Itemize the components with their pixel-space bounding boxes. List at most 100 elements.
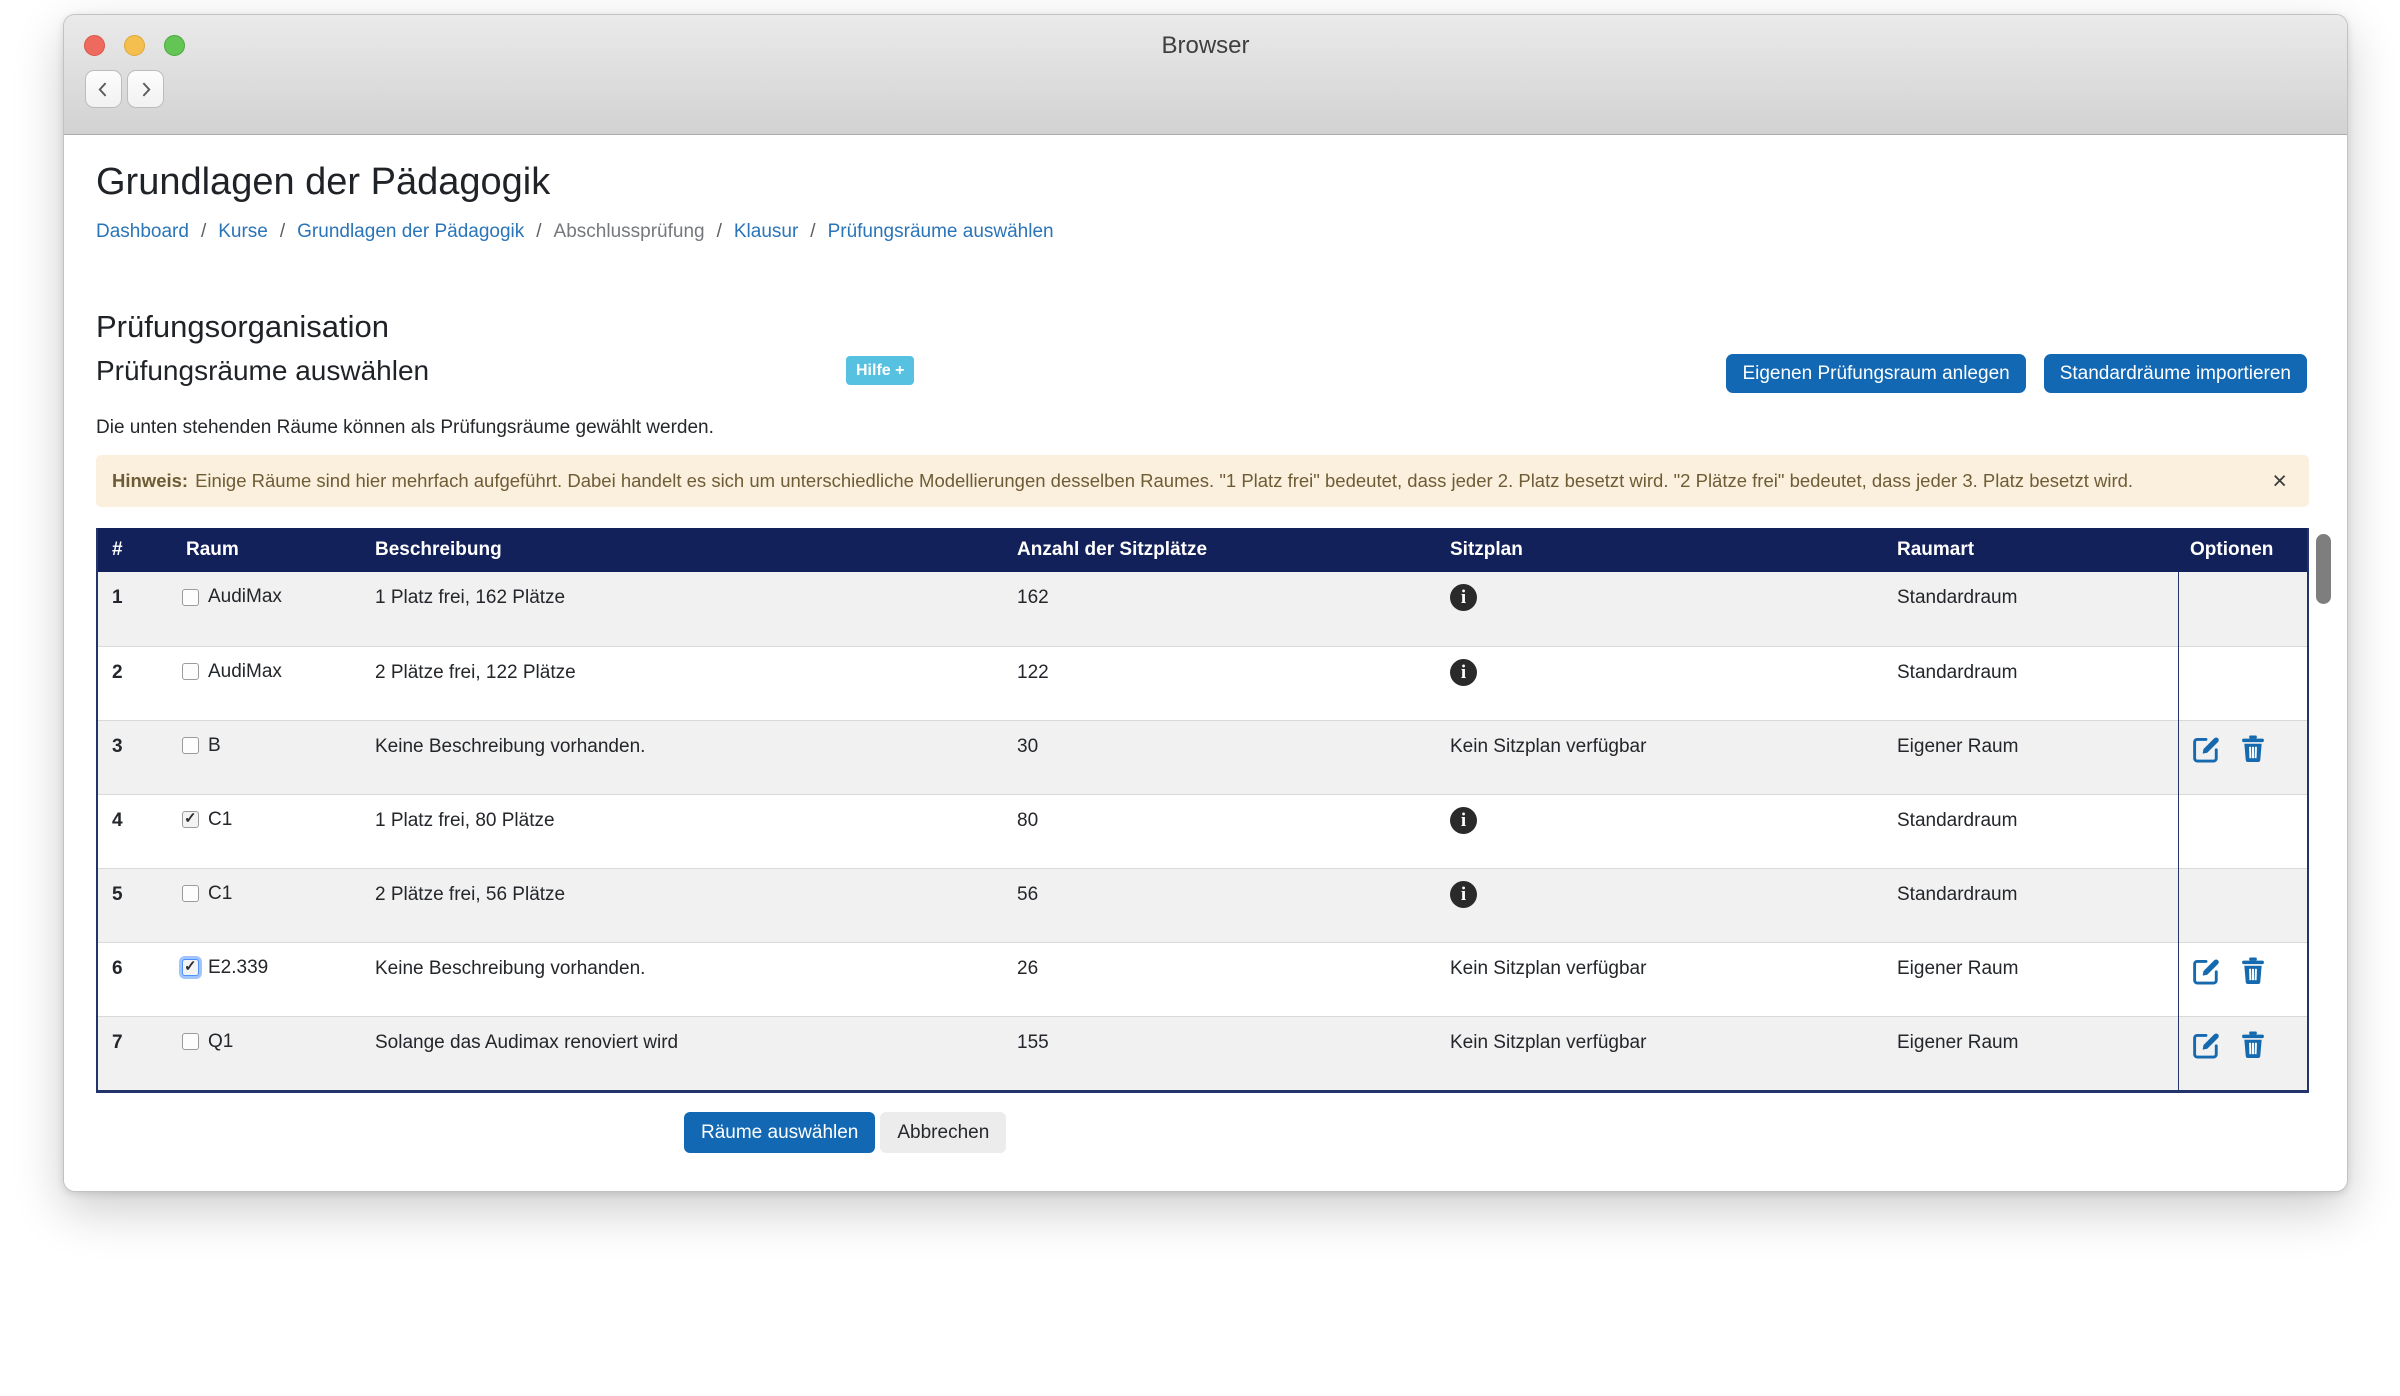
- seatplan-status: Kein Sitzplan verfügbar: [1438, 1015, 1885, 1090]
- room-name: C1: [208, 882, 233, 904]
- room-description: Keine Beschreibung vorhanden.: [363, 719, 1005, 794]
- breadcrumb-link-kurse[interactable]: Kurse: [218, 221, 268, 242]
- delete-room-button[interactable]: [2240, 734, 2266, 764]
- select-rooms-button[interactable]: Räume auswählen: [684, 1112, 876, 1153]
- info-icon[interactable]: [1450, 584, 1477, 611]
- header-optionen: Optionen: [2178, 528, 2307, 572]
- seat-count: 30: [1005, 719, 1438, 794]
- footer-actions: Räume auswählen Abbrechen: [684, 1112, 1007, 1153]
- cancel-button[interactable]: Abbrechen: [880, 1112, 1007, 1153]
- room-type: Standardraum: [1885, 867, 2178, 942]
- seat-count: 80: [1005, 793, 1438, 868]
- seat-count: 162: [1005, 572, 1438, 646]
- room-name: Q1: [208, 1030, 234, 1052]
- close-window-button[interactable]: [84, 35, 105, 56]
- trash-icon: [2241, 956, 2264, 984]
- edit-room-button[interactable]: [2191, 1030, 2221, 1060]
- edit-room-button[interactable]: [2191, 956, 2221, 986]
- page-title: Grundlagen der Pädagogik: [96, 161, 551, 203]
- breadcrumb-link-course[interactable]: Grundlagen der Pädagogik: [297, 221, 525, 242]
- seat-count: 122: [1005, 645, 1438, 720]
- room-name: B: [208, 734, 221, 756]
- room-type: Standardraum: [1885, 793, 2178, 868]
- forward-button[interactable]: [127, 70, 164, 108]
- room-description: Solange das Audimax renoviert wird: [363, 1015, 1005, 1090]
- help-badge[interactable]: Hilfe +: [846, 356, 915, 385]
- close-icon[interactable]: ×: [2272, 466, 2287, 495]
- room-checkbox[interactable]: [182, 957, 199, 976]
- room-type: Standardraum: [1885, 645, 2178, 720]
- room-checkbox[interactable]: [182, 737, 199, 754]
- subsection-title: Prüfungsräume auswählen: [96, 355, 430, 386]
- table-row: 1 AudiMax 1 Platz frei, 162 Plätze 162 S…: [98, 572, 2307, 646]
- options-cell: [2177, 719, 2307, 794]
- trash-icon: [2241, 1030, 2264, 1058]
- room-name: E2.339: [208, 956, 269, 978]
- delete-room-button[interactable]: [2240, 956, 2266, 986]
- table-header-row: # Raum Beschreibung Anzahl der Sitzplätz…: [98, 528, 2307, 572]
- traffic-lights: [84, 35, 185, 56]
- trash-icon: [2241, 734, 2264, 762]
- browser-window: Browser Grundlagen der Pädagogik Dashboa…: [63, 14, 2348, 1192]
- edit-icon: [2192, 958, 2219, 984]
- delete-room-button[interactable]: [2240, 1030, 2266, 1060]
- room-type: Eigener Raum: [1885, 1015, 2178, 1090]
- chevron-right-icon: [142, 81, 151, 97]
- back-button[interactable]: [85, 70, 122, 108]
- breadcrumb-item-abschlusspruefung: Abschlussprüfung: [553, 221, 705, 242]
- room-description: 2 Plätze frei, 122 Plätze: [363, 645, 1005, 720]
- room-description: 1 Platz frei, 80 Plätze: [363, 793, 1005, 868]
- breadcrumb-link-dashboard[interactable]: Dashboard: [96, 221, 189, 242]
- breadcrumb-separator: /: [200, 221, 207, 242]
- create-room-button[interactable]: Eigenen Prüfungsraum anlegen: [1726, 354, 2026, 393]
- room-description: 2 Plätze frei, 56 Plätze: [363, 867, 1005, 942]
- row-number: 7: [98, 1015, 170, 1090]
- room-checkbox[interactable]: [182, 663, 199, 680]
- scrollbar-thumb[interactable]: [2316, 534, 2331, 604]
- edit-icon: [2192, 1032, 2219, 1058]
- room-checkbox[interactable]: [182, 809, 199, 828]
- room-type: Standardraum: [1885, 572, 2178, 646]
- breadcrumb-separator: /: [810, 221, 816, 242]
- edit-icon: [2192, 736, 2219, 762]
- header-sitzplaetze: Anzahl der Sitzplätze: [1005, 528, 1438, 572]
- info-icon[interactable]: [1450, 806, 1477, 834]
- breadcrumb-separator: /: [716, 221, 722, 242]
- breadcrumb-link-pruefungsraeume[interactable]: Prüfungsräume auswählen: [827, 221, 1054, 242]
- rooms-table: # Raum Beschreibung Anzahl der Sitzplätz…: [96, 528, 2309, 1093]
- row-number: 4: [98, 793, 170, 868]
- import-rooms-button[interactable]: Standardräume importieren: [2043, 354, 2307, 393]
- seatplan-status: Kein Sitzplan verfügbar: [1438, 941, 1885, 1016]
- room-checkbox[interactable]: [182, 588, 199, 606]
- room-name: AudiMax: [208, 660, 282, 682]
- room-checkbox[interactable]: [182, 1033, 199, 1050]
- breadcrumb-separator: /: [279, 221, 286, 242]
- options-cell: [2177, 572, 2307, 646]
- row-number: 1: [98, 572, 170, 646]
- notice-text: Einige Räume sind hier mehrfach aufgefüh…: [195, 470, 2134, 491]
- header-raum: Raum: [170, 528, 363, 572]
- seat-count: 155: [1005, 1015, 1438, 1090]
- browser-chrome: Browser: [64, 15, 2347, 135]
- seat-count: 26: [1005, 941, 1438, 1016]
- options-cell: [2177, 941, 2307, 1016]
- table-row: 5 C1 2 Plätze frei, 56 Plätze 56 Standar…: [98, 867, 2307, 942]
- info-icon[interactable]: [1450, 880, 1477, 908]
- info-icon[interactable]: [1450, 658, 1477, 686]
- row-number: 3: [98, 719, 170, 794]
- nav-buttons: [85, 70, 164, 108]
- room-checkbox[interactable]: [182, 885, 199, 902]
- options-cell: [2177, 867, 2307, 942]
- row-number: 5: [98, 867, 170, 942]
- room-type: Eigener Raum: [1885, 719, 2178, 794]
- edit-room-button[interactable]: [2191, 734, 2221, 764]
- row-number: 2: [98, 645, 170, 720]
- room-description: Keine Beschreibung vorhanden.: [363, 941, 1005, 1016]
- breadcrumb-link-klausur[interactable]: Klausur: [733, 221, 799, 242]
- window-title: Browser: [1161, 32, 1250, 59]
- page-description: Die unten stehenden Räume können als Prü…: [96, 417, 714, 438]
- minimize-window-button[interactable]: [124, 35, 145, 56]
- table-row: 7 Q1 Solange das Audimax renoviert wird …: [98, 1015, 2307, 1090]
- maximize-window-button[interactable]: [164, 35, 185, 56]
- room-name: AudiMax: [208, 586, 282, 607]
